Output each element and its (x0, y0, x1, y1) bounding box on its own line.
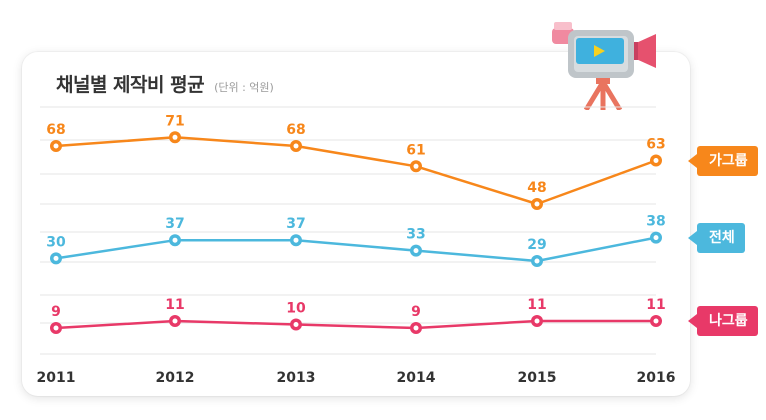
series-1: 30 37 37 33 29 38 (46, 214, 666, 267)
x-tick-label: 2014 (397, 370, 436, 386)
data-point-center (53, 255, 59, 261)
data-label: 11 (646, 297, 665, 313)
series-line (55, 236, 657, 263)
chart-unit: (단위 : 억원) (214, 81, 274, 94)
chart-card (22, 52, 690, 396)
data-point-center (653, 235, 659, 241)
chart-title: 채널별 제작비 평균 (56, 74, 205, 96)
data-label: 10 (286, 301, 306, 317)
data-point-center (413, 248, 419, 254)
data-point-center (534, 201, 540, 207)
series-2: 9 11 10 9 11 11 (50, 297, 666, 334)
data-label: 48 (527, 180, 546, 196)
data-point-center (172, 318, 178, 324)
data-label: 37 (165, 216, 184, 232)
data-label: 63 (646, 137, 665, 153)
x-axis-labels: 2011 2012 2013 2014 2015 2016 (37, 370, 676, 386)
data-label: 9 (411, 304, 421, 320)
data-label: 9 (51, 304, 61, 320)
series-lines: 68 71 68 61 48 63 30 37 37 33 29 38 9 11 10 9 11 11 (46, 113, 666, 334)
x-tick-label: 2016 (637, 370, 676, 386)
data-label: 71 (165, 113, 184, 129)
data-point-center (53, 143, 59, 149)
data-point-center (534, 258, 540, 264)
data-point-center (172, 237, 178, 243)
data-label: 38 (646, 214, 665, 230)
gridlines (40, 106, 656, 355)
data-label: 33 (406, 227, 425, 243)
data-label: 68 (286, 122, 305, 138)
series-line (55, 136, 657, 206)
data-point-center (413, 325, 419, 331)
x-tick-label: 2013 (277, 370, 316, 386)
series-line (55, 319, 656, 330)
data-label: 68 (46, 122, 65, 138)
data-label: 11 (527, 297, 546, 313)
data-point-center (413, 163, 419, 169)
data-point-center (293, 143, 299, 149)
x-tick-label: 2015 (518, 370, 557, 386)
series-tag: 가그룹 (688, 145, 758, 176)
series-tag: 나그룹 (688, 306, 758, 336)
series-tag: 전체 (688, 222, 745, 253)
data-point-center (172, 134, 178, 140)
chart-header: 채널별 제작비 평균 (단위 : 억원) (56, 70, 274, 97)
x-tick-label: 2012 (156, 370, 195, 386)
data-point-center (293, 237, 299, 243)
data-point-center (653, 158, 659, 163)
data-label: 30 (46, 234, 66, 250)
data-label: 29 (527, 237, 546, 253)
data-point-center (53, 325, 59, 331)
data-point-center (293, 322, 299, 327)
series-0: 68 71 68 61 48 63 (46, 113, 666, 210)
data-point-center (534, 318, 540, 324)
x-tick-label: 2011 (37, 370, 76, 386)
data-label: 11 (165, 297, 184, 313)
data-point-center (653, 318, 659, 324)
data-label: 61 (406, 142, 425, 158)
video-camera-icon (552, 22, 656, 110)
data-label: 37 (286, 216, 305, 232)
